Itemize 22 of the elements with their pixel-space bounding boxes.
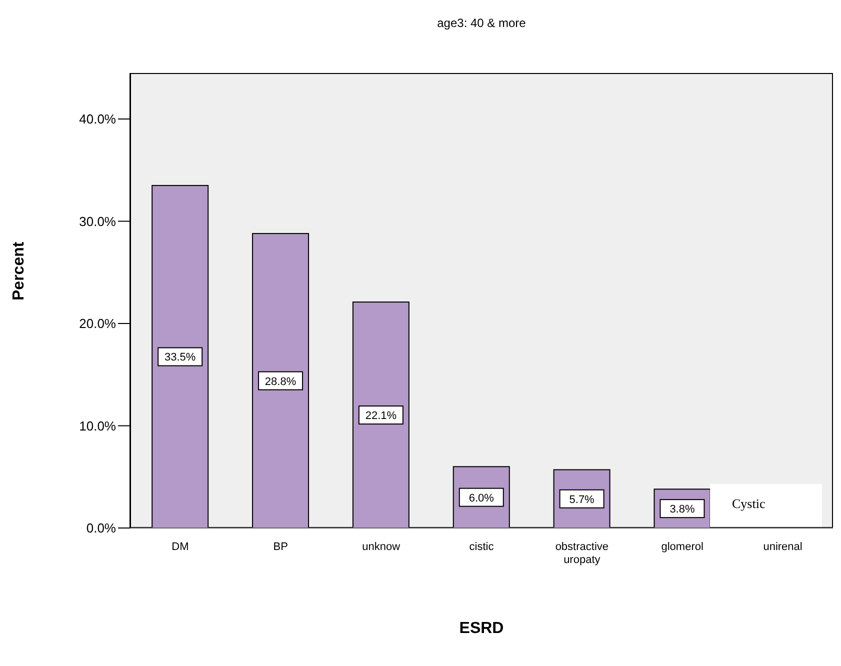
y-tick-label: 0.0% — [86, 520, 116, 536]
y-tick-label: 20.0% — [79, 316, 116, 332]
data-label: 22.1% — [365, 410, 397, 422]
data-label: 3.8% — [670, 504, 695, 516]
x-tick-label: unknow — [362, 541, 400, 553]
x-tick-label: glomerol — [661, 541, 704, 553]
note-box: Cystic — [710, 484, 822, 527]
chart-title: age3: 40 & more — [436, 16, 527, 30]
x-tick-label: DM — [172, 541, 189, 553]
y-axis-title: Percent — [10, 241, 28, 300]
x-tick-label: BP — [273, 541, 288, 553]
data-label: 33.5% — [164, 352, 196, 364]
x-tick-label: obstractive uropaty — [555, 541, 609, 566]
y-tick-label: 40.0% — [79, 112, 116, 127]
data-label: 5.7% — [569, 494, 595, 506]
y-tick-label: 10.0% — [79, 418, 116, 434]
data-label: 28.8% — [264, 376, 296, 388]
x-tick-label: cistic — [469, 541, 494, 553]
y-tick-label: 30.0% — [79, 214, 116, 229]
x-tick-label: unirenal — [763, 541, 802, 553]
x-axis-title: ESRD — [459, 620, 504, 637]
data-label: 6.0% — [468, 492, 494, 504]
